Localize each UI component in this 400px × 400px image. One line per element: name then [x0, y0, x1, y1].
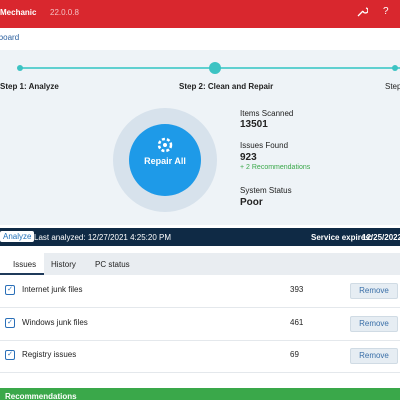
tab[interactable]: History: [51, 260, 76, 269]
version: 22.0.0.8: [50, 8, 79, 17]
app-name: Mechanic: [0, 8, 37, 17]
remove-button[interactable]: Remove: [350, 315, 398, 332]
stat-value: Poor: [240, 197, 263, 208]
issue-name: Windows junk files: [22, 317, 88, 327]
analyze-button[interactable]: Analyze: [0, 231, 35, 242]
issue-count: 393: [290, 285, 304, 294]
checkbox[interactable]: ✓: [5, 317, 15, 328]
tab[interactable]: PC status: [95, 260, 130, 269]
section-bar: [0, 388, 400, 400]
stat-label: System Status: [240, 186, 292, 195]
stat-value: 923: [240, 152, 257, 163]
issue-row: [0, 340, 400, 373]
tab[interactable]: Issues: [13, 260, 37, 269]
tab-active: [0, 253, 44, 275]
remove-button[interactable]: Remove: [350, 348, 398, 364]
expires-date: 12/25/2022: [362, 233, 400, 242]
stat-label: Items Scanned: [240, 109, 294, 118]
stat-label: Issues Found: [240, 141, 289, 150]
title-bar: [0, 0, 400, 28]
remove-button[interactable]: Remove: [350, 283, 398, 299]
status-bar: [0, 228, 400, 246]
issue-name: Registry issues: [22, 350, 77, 359]
tab-strip: [0, 253, 400, 275]
checkbox[interactable]: ✓: [5, 350, 15, 360]
recommendations-link[interactable]: + 2 Recommendations: [240, 164, 311, 171]
issue-count: 69: [290, 350, 299, 359]
step-label: Step 1: Analyze: [0, 82, 59, 91]
issue-row: [0, 275, 400, 308]
expires-label: Service expires:: [311, 233, 373, 242]
progress-track: [17, 62, 400, 74]
checkbox[interactable]: ✓: [5, 285, 15, 295]
issue-row: [0, 308, 400, 341]
issue-count: 461: [290, 317, 304, 327]
last-analyzed: Last analyzed: 12/27/2021 4:25:20 PM: [34, 233, 171, 242]
stat-value: 13501: [240, 119, 268, 130]
breadcrumb[interactable]: Dashboard: [0, 33, 20, 42]
step-label: Step: [385, 82, 400, 91]
step-label: Step 2: Clean and Repair: [179, 82, 274, 91]
issue-name: Internet junk files: [22, 285, 83, 294]
help-button[interactable]: ?: [383, 6, 389, 17]
settings-icon[interactable]: [356, 6, 368, 18]
section-title: Recommendations: [5, 392, 77, 400]
repair-button[interactable]: Repair All: [144, 156, 186, 166]
repair-ring: [113, 108, 217, 212]
